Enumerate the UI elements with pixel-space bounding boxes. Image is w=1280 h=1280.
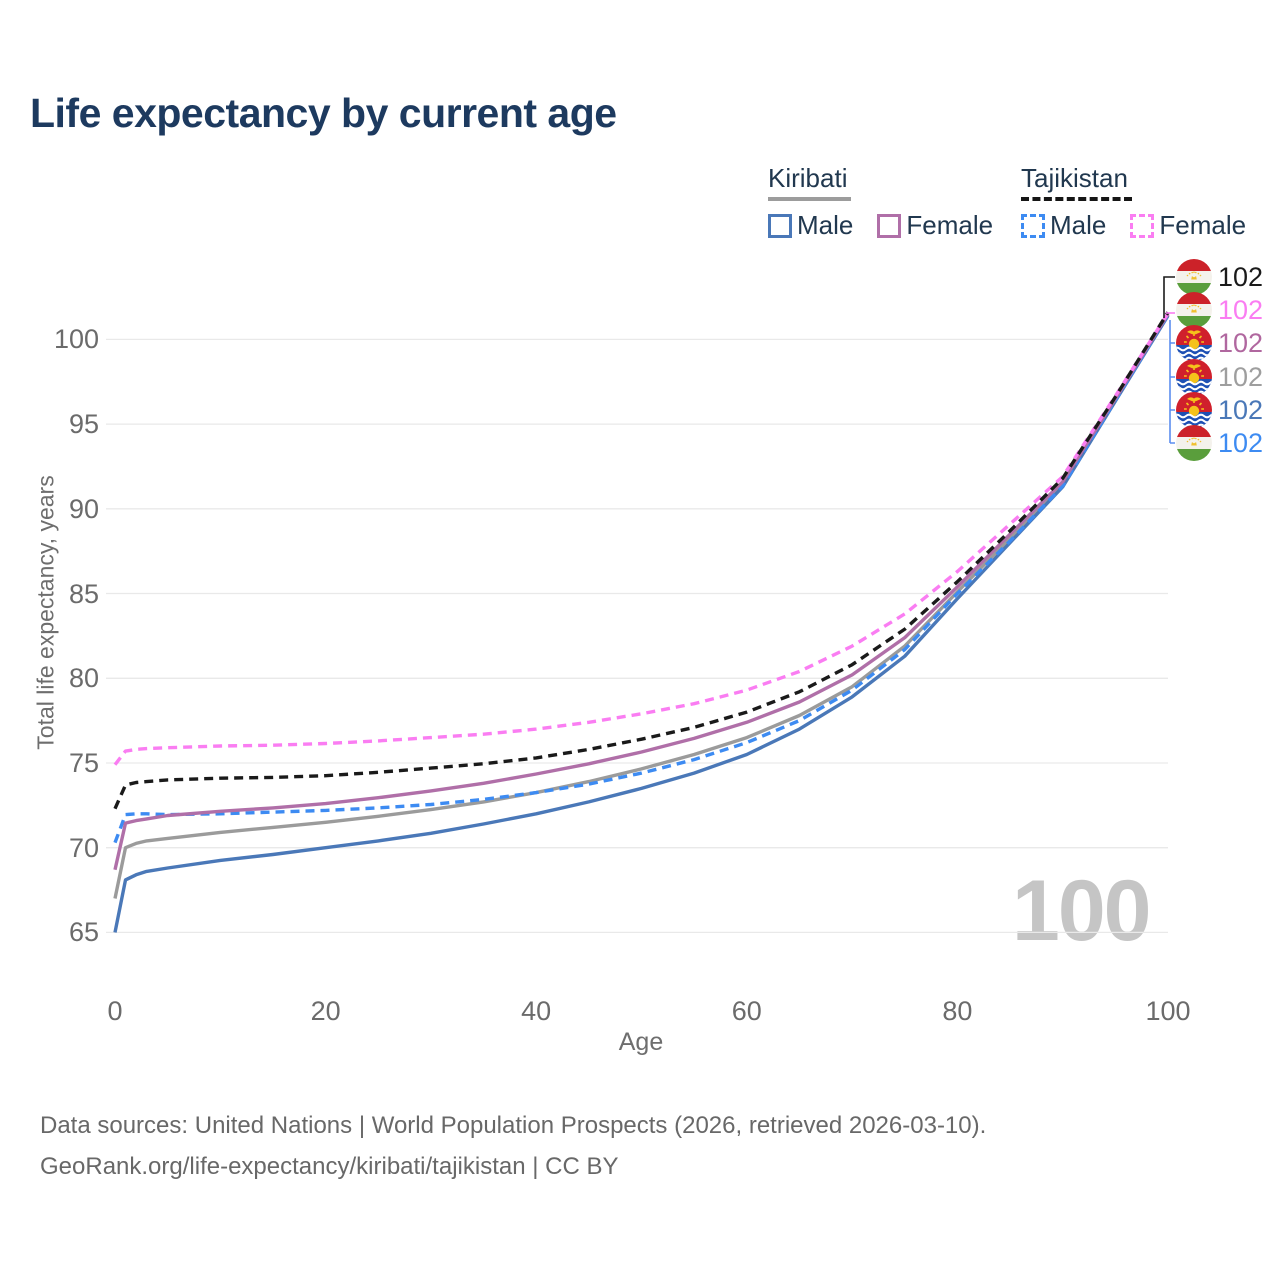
series-line-kiribati-total[interactable]	[113, 313, 1170, 899]
legend-group-kiribati: Kiribati Male Female	[768, 163, 1017, 241]
footer: Data sources: United Nations | World Pop…	[40, 1105, 986, 1187]
end-value-label: 102	[1218, 262, 1264, 292]
y-tick-label-95: 95	[68, 409, 99, 440]
x-axis-title: Age	[618, 1028, 664, 1056]
x-tick-label-40: 40	[521, 996, 552, 1026]
series-line-kiribati-male[interactable]	[113, 314, 1170, 933]
legend-item-kiribati-male[interactable]: Male	[768, 210, 853, 241]
legend-row-kiribati: Male Female	[768, 210, 1017, 241]
y-tick-label-70: 70	[68, 832, 99, 863]
series-line-tajikistan-female[interactable]	[113, 312, 1170, 766]
legend-group-tajikistan: Tajikistan Male Female	[1021, 163, 1270, 241]
legend-label: Female	[906, 210, 994, 240]
x-tick-label-0: 0	[107, 996, 123, 1026]
x-tick-label-100: 100	[1145, 996, 1191, 1026]
end-value-label: 102	[1218, 361, 1264, 392]
end-label-row-tajikistan-female: 102	[1176, 292, 1264, 329]
series-line-tajikistan-total[interactable]	[113, 311, 1170, 810]
y-tick-label-100: 100	[53, 324, 99, 355]
end-label-row-tajikistan-total: 102	[1176, 259, 1263, 295]
age-watermark: 100	[1012, 863, 1151, 959]
legend-item-tajikistan-female[interactable]: Female	[1130, 210, 1246, 241]
tajikistan-female-swatch-icon	[1130, 213, 1155, 238]
kiribati-flag-icon	[1176, 391, 1212, 428]
tajikistan-male-swatch-icon	[1021, 213, 1045, 238]
y-tick-label-85: 85	[68, 578, 99, 609]
x-tick-label-80: 80	[942, 996, 973, 1026]
end-label-row-kiribati-total: 102	[1176, 358, 1264, 395]
y-tick-label-75: 75	[68, 747, 99, 778]
kiribati-flag-icon	[1176, 325, 1212, 362]
y-tick-label-80: 80	[68, 663, 99, 694]
end-value-label: 102	[1218, 295, 1264, 326]
legend-row-tajikistan: Male Female	[1021, 210, 1270, 241]
footer-line-2: GeoRank.org/life-expectancy/kiribati/taj…	[40, 1153, 619, 1180]
footer-line-1: Data sources: United Nations | World Pop…	[40, 1112, 987, 1139]
line-chart-svg	[106, 276, 1175, 934]
legend-label: Male	[797, 210, 854, 240]
kiribati-female-swatch-icon	[877, 213, 902, 238]
legend-item-tajikistan-male[interactable]: Male	[1021, 210, 1106, 241]
kiribati-male-swatch-icon	[768, 213, 792, 238]
legend-header-kiribati[interactable]: Kiribati	[768, 163, 852, 201]
end-value-label: 102	[1218, 328, 1264, 359]
leader-line-0	[1163, 276, 1175, 318]
leader-line-2	[1169, 320, 1175, 444]
end-value-label: 102	[1218, 428, 1264, 458]
legend-item-kiribati-female[interactable]: Female	[877, 210, 993, 241]
y-tick-label-90: 90	[68, 493, 99, 524]
end-label-row-tajikistan-male: 102	[1176, 425, 1263, 461]
tajikistan-flag-icon	[1176, 425, 1212, 461]
end-label-row-kiribati-male: 102	[1176, 391, 1264, 428]
x-tick-label-20: 20	[310, 996, 341, 1026]
tajikistan-flag-icon	[1176, 259, 1212, 295]
y-tick-label-65: 65	[68, 917, 99, 948]
legend-label: Male	[1050, 210, 1107, 240]
x-tick-label-60: 60	[731, 996, 762, 1026]
kiribati-flag-icon	[1176, 358, 1212, 395]
legend-header-tajikistan[interactable]: Tajikistan	[1021, 163, 1132, 201]
legend-label: Female	[1159, 210, 1247, 240]
series-line-kiribati-female[interactable]	[113, 313, 1170, 871]
end-label-row-kiribati-female: 102	[1176, 325, 1264, 362]
tajikistan-flag-icon	[1176, 292, 1212, 329]
end-value-label: 102	[1218, 394, 1264, 425]
page-title: Life expectancy by current age	[30, 90, 617, 136]
